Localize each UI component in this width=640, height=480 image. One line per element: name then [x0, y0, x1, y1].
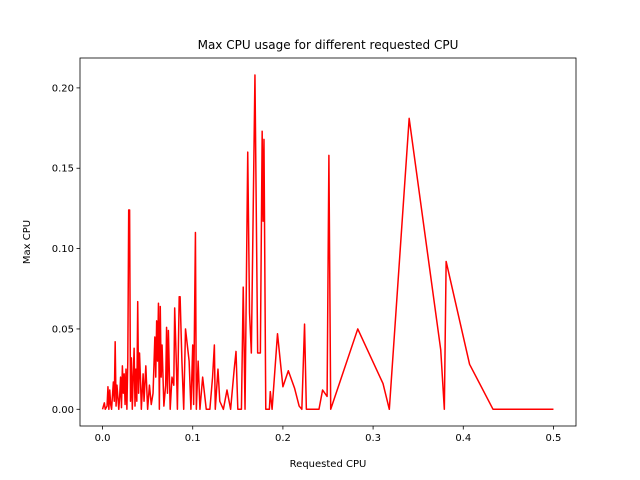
x-tick-label: 0.4: [455, 433, 471, 444]
y-tick-label: 0.00: [52, 405, 74, 416]
y-axis-label: Max CPU: [22, 220, 33, 264]
x-axis-label: Requested CPU: [290, 459, 367, 470]
x-tick-label: 0.2: [275, 433, 291, 444]
y-tick-label: 0.10: [52, 244, 74, 255]
x-tick-label: 0.0: [95, 433, 111, 444]
x-tick-label: 0.1: [185, 433, 201, 444]
chart-title: Max CPU usage for different requested CP…: [198, 38, 459, 52]
x-tick-label: 0.5: [546, 433, 562, 444]
plot-frame: [79, 57, 577, 427]
y-tick-label: 0.20: [52, 83, 74, 94]
y-tick-label: 0.15: [52, 164, 74, 175]
x-tick-label: 0.3: [365, 433, 381, 444]
data-line: [101, 74, 554, 411]
y-tick-label: 0.05: [52, 324, 74, 335]
